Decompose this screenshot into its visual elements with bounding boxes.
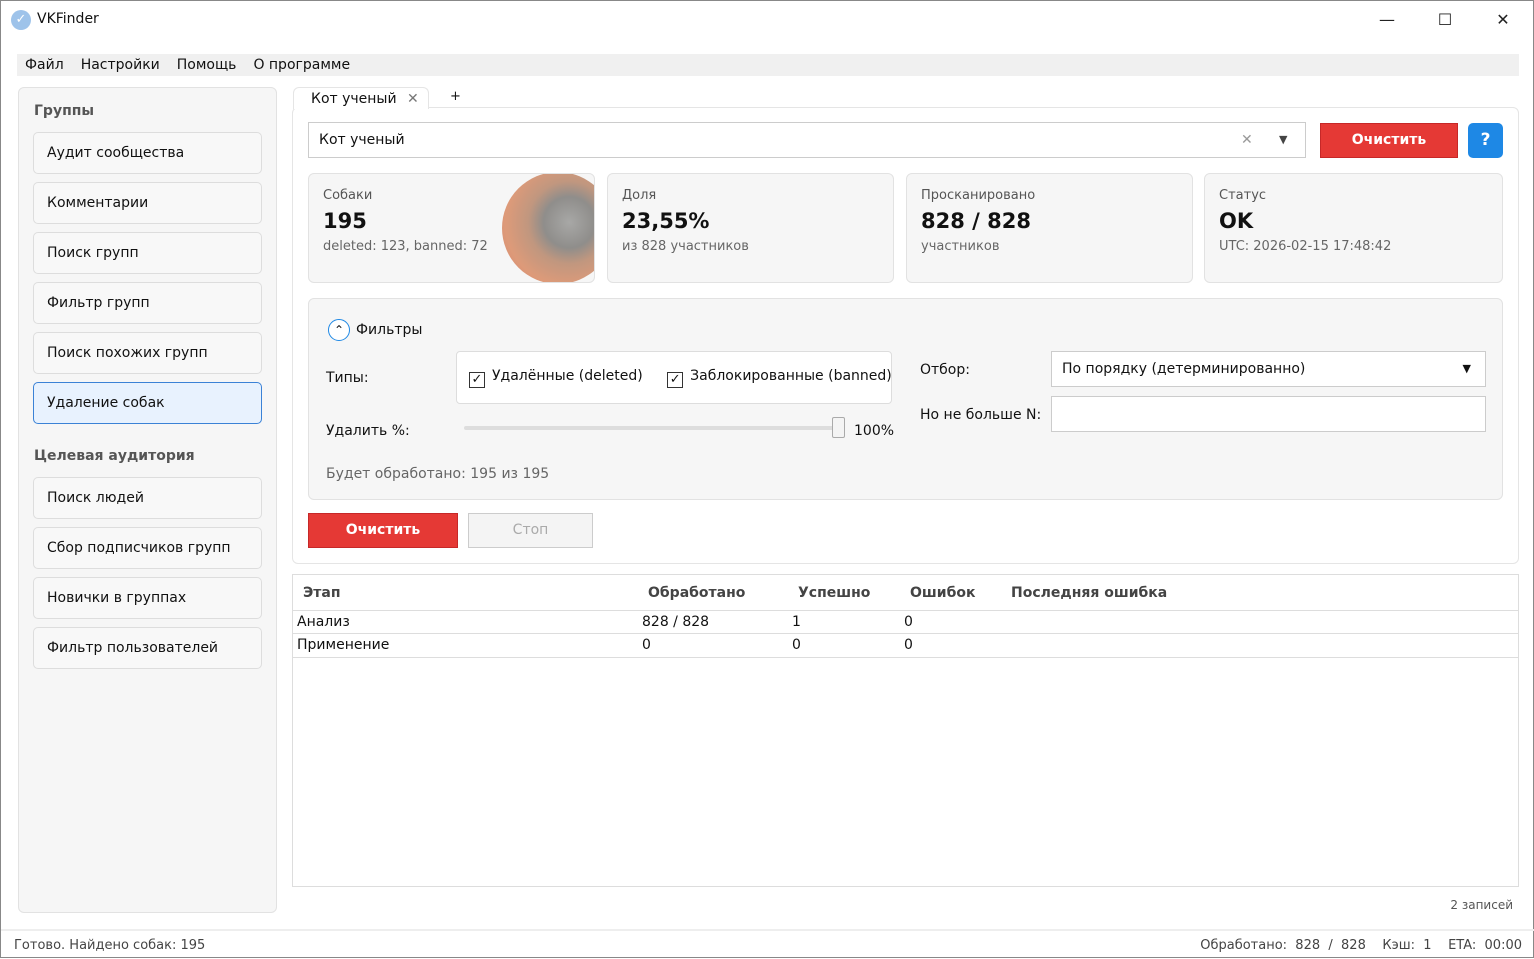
close-button[interactable]: ✕: [1496, 10, 1510, 29]
add-tab-button[interactable]: +: [450, 89, 461, 104]
delete-percent-slider[interactable]: [464, 417, 845, 438]
deleted-label: Удалённые (deleted): [492, 368, 643, 384]
card-value: 23,55%: [622, 209, 710, 233]
sidebar-section-audience: Целевая аудитория: [34, 448, 195, 464]
menu-bar: Файл Настройки Помощь О программе: [17, 54, 1519, 76]
maximize-button[interactable]: ☐: [1437, 10, 1453, 29]
card-sub: участников: [921, 239, 1000, 254]
cell-processed: 0: [642, 637, 651, 653]
chevron-down-icon: ▼: [1462, 362, 1471, 375]
stages-table: Этап Обработано Успешно Ошибок Последняя…: [292, 574, 1519, 887]
records-count: 2 записей: [1450, 898, 1513, 912]
menu-settings[interactable]: Настройки: [80, 57, 160, 73]
group-select[interactable]: Кот ученый ✕ ▼: [308, 122, 1306, 158]
deleted-checkbox[interactable]: ✓ Удалённые (deleted): [469, 368, 643, 388]
table-row[interactable]: Анализ 828 / 828 1 0: [293, 610, 1518, 634]
cell-errors: 0: [904, 614, 913, 630]
stop-button[interactable]: Стоп: [468, 513, 593, 548]
minimize-button[interactable]: —: [1379, 10, 1395, 29]
card-value: 195: [323, 209, 367, 233]
types-group: ✓ Удалённые (deleted) ✓ Заблокированные (b…: [456, 351, 892, 404]
clear-top-button[interactable]: Очистить: [1320, 123, 1458, 158]
filters-panel: ⌃ Фильтры Типы: ✓ Удалённые (deleted) ✓ За…: [308, 298, 1503, 500]
banned-label: Заблокированные (banned): [690, 368, 892, 384]
cell-success: 0: [792, 637, 801, 653]
sidebar-item-people-search[interactable]: Поиск людей: [33, 477, 262, 519]
card-share: Доля 23,55% из 828 участников: [607, 173, 894, 283]
column-header-success[interactable]: Успешно: [798, 585, 871, 601]
banned-checkbox[interactable]: ✓ Заблокированные (banned): [667, 368, 892, 388]
app-logo-icon: ✓: [11, 10, 31, 30]
group-select-value: Кот ученый: [319, 132, 405, 148]
sidebar-item-similar-groups[interactable]: Поиск похожих групп: [33, 332, 262, 374]
card-value: OK: [1219, 209, 1254, 233]
check-icon: ✓: [469, 372, 485, 388]
cell-success: 1: [792, 614, 801, 630]
column-header-stage[interactable]: Этап: [303, 585, 341, 601]
sidebar-item-newcomers[interactable]: Новички в группах: [33, 577, 262, 619]
selection-value: По порядку (детерминированно): [1062, 361, 1306, 377]
selection-dropdown[interactable]: По порядку (детерминированно) ▼: [1051, 351, 1486, 387]
types-label: Типы:: [326, 370, 369, 386]
window-title: VKFinder: [37, 11, 99, 27]
group-avatar: [502, 174, 594, 282]
slider-thumb[interactable]: [832, 417, 845, 438]
card-sub: из 828 участников: [622, 239, 749, 254]
main-panel: [292, 107, 1519, 564]
selection-label: Отбор:: [920, 362, 970, 378]
card-label: Просканировано: [921, 188, 1036, 203]
sidebar-item-remove-dogs[interactable]: Удаление собак: [33, 382, 262, 424]
sidebar-item-group-search[interactable]: Поиск групп: [33, 232, 262, 274]
sidebar-item-subscribers[interactable]: Сбор подписчиков групп: [33, 527, 262, 569]
card-value: 828 / 828: [921, 209, 1031, 233]
max-n-input[interactable]: [1051, 396, 1486, 432]
card-label: Доля: [622, 188, 657, 203]
delete-percent-label: Удалить %:: [326, 423, 410, 439]
sidebar: Группы Аудит сообщества Комментарии Поис…: [18, 87, 277, 913]
status-bar: Готово. Найдено собак: 195 Обработано: 8…: [1, 929, 1534, 959]
sidebar-item-comments[interactable]: Комментарии: [33, 182, 262, 224]
max-n-label: Но не больше N:: [920, 407, 1042, 423]
sidebar-item-audit[interactable]: Аудит сообщества: [33, 132, 262, 174]
card-status: Статус OK UTC: 2026-02-15 17:48:42: [1204, 173, 1503, 283]
card-dogs: Собаки 195 deleted: 123, banned: 72: [308, 173, 595, 283]
sidebar-section-groups: Группы: [34, 103, 95, 119]
check-icon: ✓: [667, 372, 684, 388]
sidebar-item-user-filter[interactable]: Фильтр пользователей: [33, 627, 262, 669]
filters-title: Фильтры: [356, 322, 423, 338]
menu-about[interactable]: О программе: [253, 57, 351, 73]
cell-errors: 0: [904, 637, 913, 653]
card-label: Статус: [1219, 188, 1267, 203]
column-header-last-error[interactable]: Последняя ошибка: [1011, 585, 1168, 601]
status-left: Готово. Найдено собак: 195: [14, 938, 206, 953]
clear-button[interactable]: Очистить: [308, 513, 458, 548]
card-sub: UTC: 2026-02-15 17:48:42: [1219, 239, 1392, 254]
help-button[interactable]: ?: [1468, 123, 1503, 158]
column-header-processed[interactable]: Обработано: [648, 585, 746, 601]
card-scanned: Просканировано 828 / 828 участников: [906, 173, 1193, 283]
summary-text: Будет обработано: 195 из 195: [326, 466, 550, 482]
clear-selection-icon[interactable]: ✕: [1241, 132, 1253, 148]
card-sub: deleted: 123, banned: 72: [323, 239, 488, 254]
close-tab-icon[interactable]: ✕: [407, 91, 419, 107]
collapse-filters-icon[interactable]: ⌃: [328, 319, 350, 341]
cell-stage: Анализ: [297, 614, 350, 630]
menu-help[interactable]: Помощь: [176, 57, 237, 73]
sidebar-item-group-filter[interactable]: Фильтр групп: [33, 282, 262, 324]
cell-stage: Применение: [297, 637, 390, 653]
tab-label: Кот ученый: [311, 91, 397, 107]
title-bar: ✓ VKFinder — ☐ ✕: [1, 1, 1534, 39]
cell-processed: 828 / 828: [642, 614, 710, 630]
delete-percent-value: 100%: [854, 423, 895, 439]
column-header-errors[interactable]: Ошибок: [910, 585, 976, 601]
tab-kot-uchenyi[interactable]: Кот ученый ✕: [293, 87, 429, 109]
chevron-down-icon[interactable]: ▼: [1279, 133, 1288, 146]
card-label: Собаки: [323, 188, 373, 203]
menu-file[interactable]: Файл: [25, 57, 64, 73]
table-row[interactable]: Применение 0 0 0: [293, 634, 1518, 658]
status-right: Обработано: 828 / 828 Кэш: 1 ETA: 00:00: [1200, 938, 1522, 953]
